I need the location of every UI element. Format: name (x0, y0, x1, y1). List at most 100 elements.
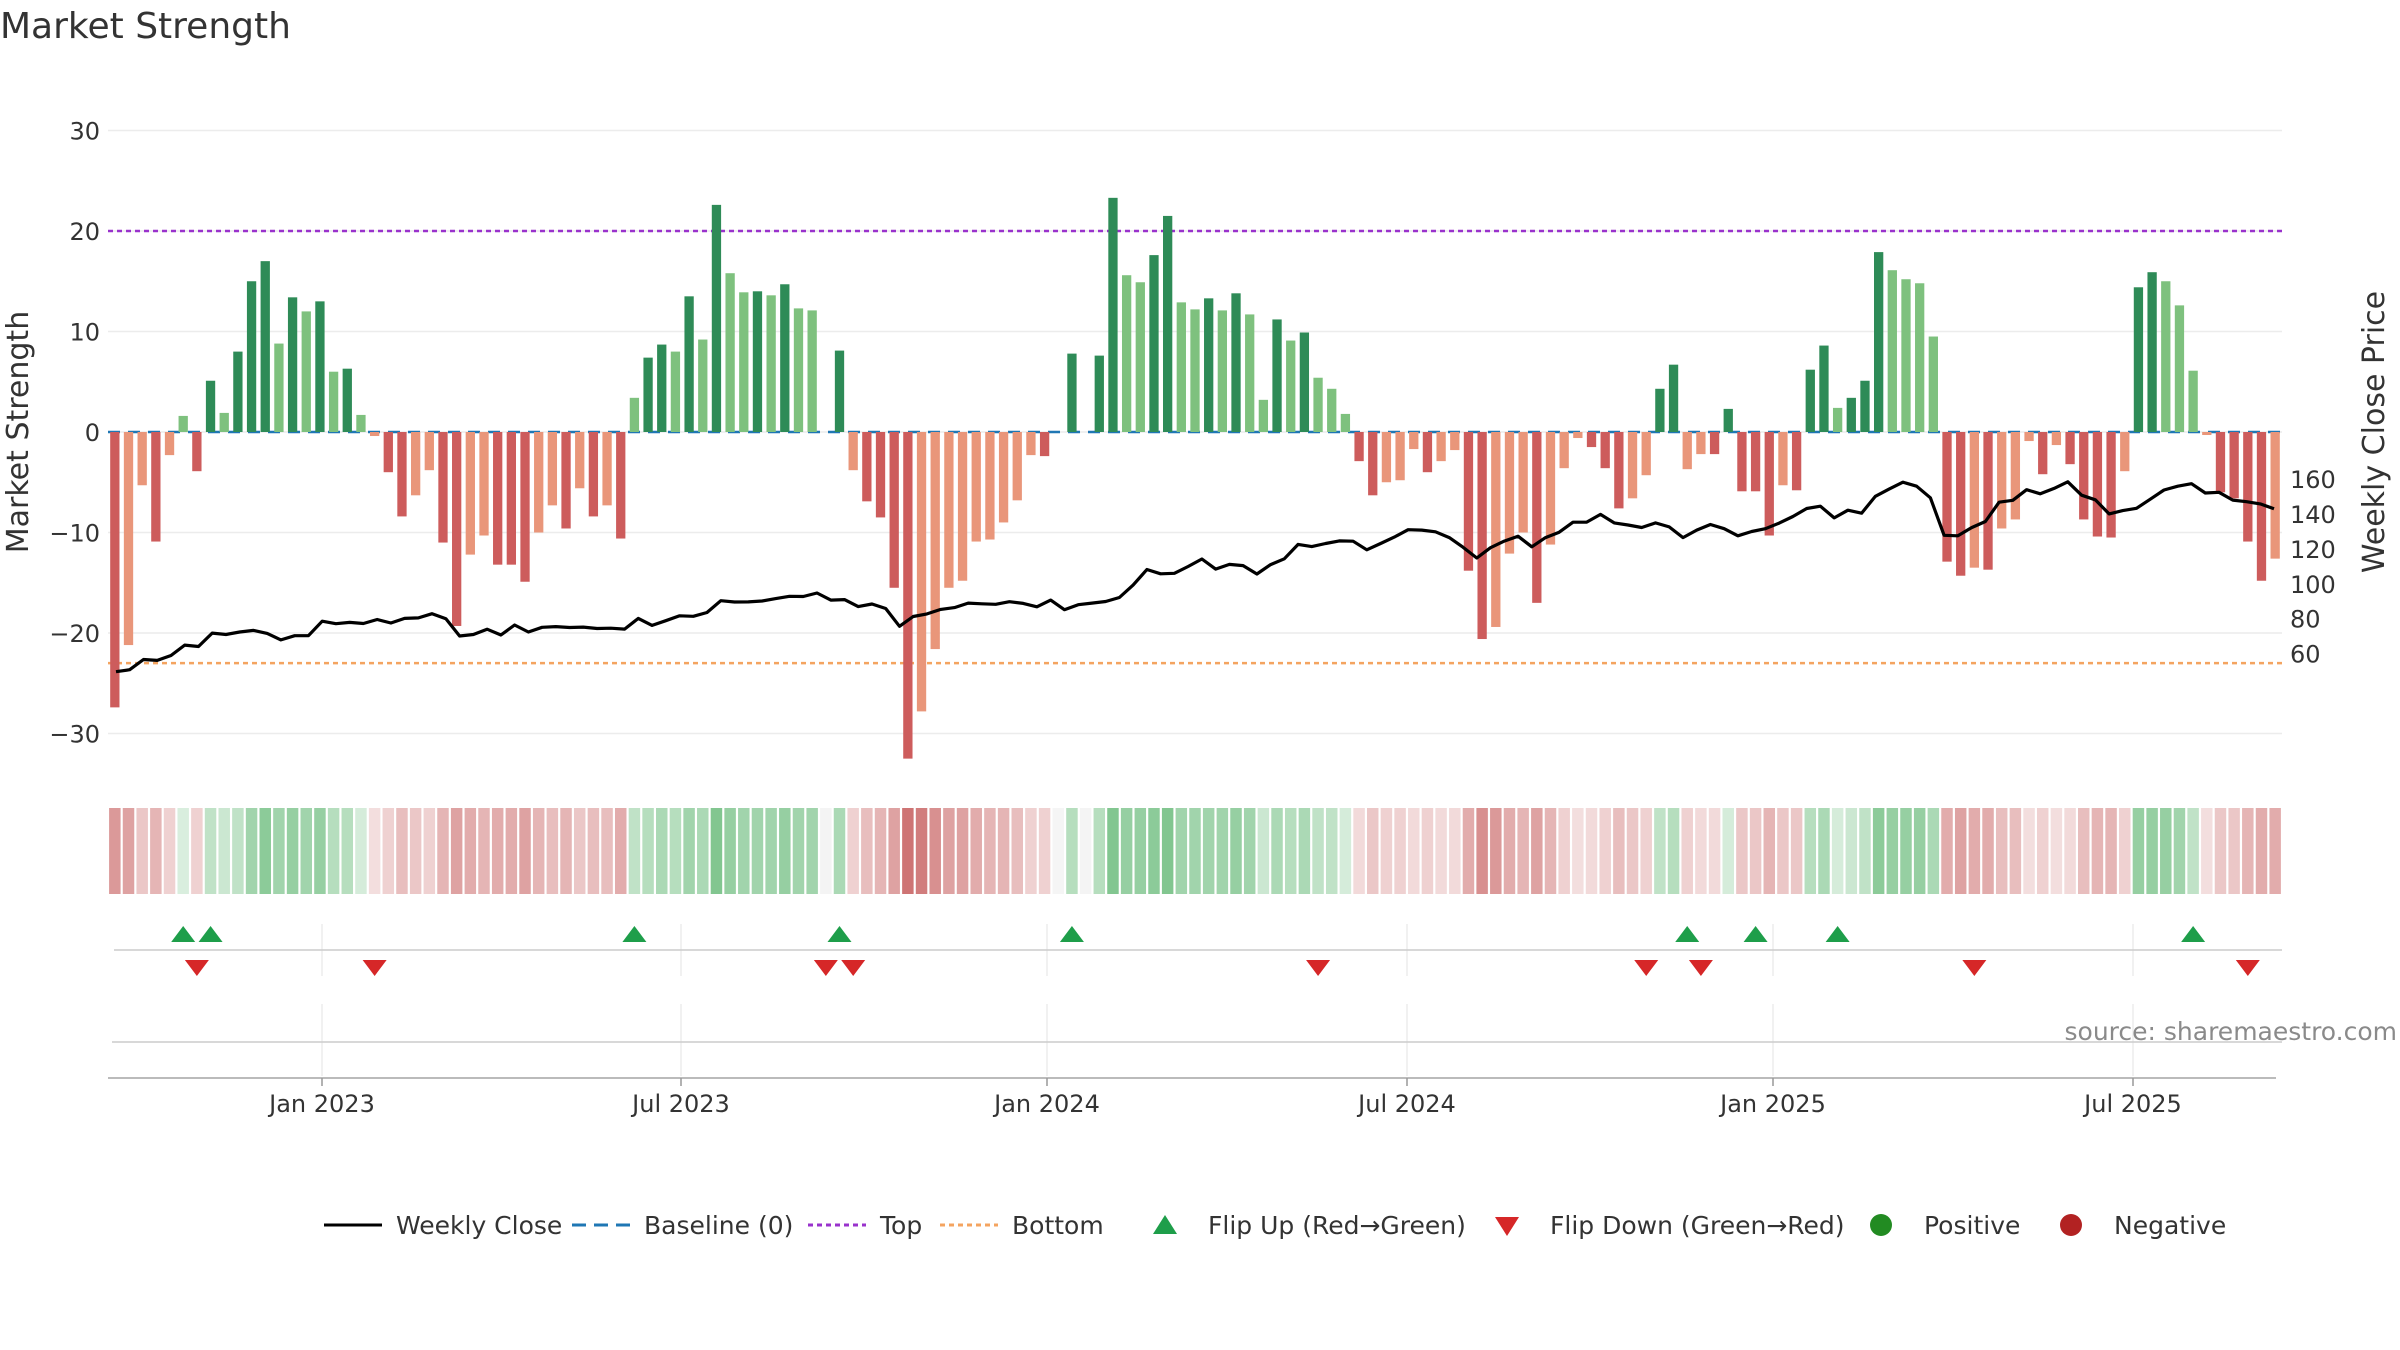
strength-bar (1518, 432, 1528, 533)
heatmap-cell (1161, 808, 1174, 894)
strength-bar (1354, 432, 1364, 462)
heatmap-cell (683, 808, 695, 894)
legend-item: Positive (1870, 1211, 2020, 1240)
strength-bar (1491, 432, 1501, 627)
strength-bar (1231, 293, 1241, 432)
heatmap-cell (902, 808, 914, 894)
strength-bar (643, 357, 653, 432)
flip-down-marker (1634, 960, 1659, 976)
heatmap-cell (1353, 808, 1365, 894)
heatmap-cell (2201, 808, 2213, 894)
flip-down-marker (362, 960, 387, 976)
heatmap-cell (1831, 808, 1844, 894)
legend-circle-green-icon (1870, 1214, 1892, 1236)
heatmap-cell (1189, 808, 1201, 894)
strength-bar (1723, 408, 1733, 432)
heatmap-cell (204, 808, 217, 894)
heatmap-cell (792, 808, 805, 894)
strength-bar (1450, 432, 1460, 451)
strength-bar (561, 432, 571, 529)
heatmap-cell (122, 808, 135, 894)
strength-bar (1532, 432, 1542, 603)
x-tick-label: Jan 2025 (1718, 1090, 1826, 1118)
heatmap-cell (1818, 808, 1830, 894)
strength-bar (1121, 275, 1132, 432)
heatmap-cell (2050, 808, 2063, 894)
left-axis-ticks: 30 20 10 0 −10 −20 −30 (49, 118, 100, 749)
strength-bar (1286, 340, 1296, 432)
strength-bar (834, 350, 845, 432)
strength-bar (602, 432, 612, 506)
strength-bar (260, 261, 270, 432)
flip-up-marker (2181, 926, 2206, 942)
heatmap-cell (478, 808, 490, 894)
heatmap-cell (327, 808, 340, 894)
heatmap-cell (1558, 808, 1570, 894)
heatmap-cell (532, 808, 545, 894)
flip-down-marker (813, 960, 838, 976)
legend-item: Bottom (940, 1211, 1104, 1240)
legend-item: Baseline (0) (572, 1211, 793, 1240)
strength-bar (1832, 407, 1843, 432)
weekly-close-line (115, 480, 2275, 674)
heatmap-cell (1025, 808, 1037, 894)
heatmap-cell (628, 808, 641, 894)
heatmap-cell (1298, 808, 1311, 894)
strength-bar (2092, 432, 2103, 537)
strength-bar (1039, 432, 1050, 457)
x-tick-label: Jan 2023 (267, 1090, 375, 1118)
strength-bar (1176, 302, 1186, 432)
strength-bar (1942, 432, 1952, 562)
right-tick-label: 120 (2290, 536, 2336, 564)
heatmap-cell (1367, 808, 1379, 894)
heatmap-cell (560, 808, 572, 894)
heatmap-cell (806, 808, 818, 894)
heatmap-cell (984, 808, 996, 894)
heatmap-cell (1845, 808, 1858, 894)
strength-bar (1463, 432, 1474, 571)
legend-label: Flip Up (Red→Green) (1208, 1211, 1466, 1240)
strength-bar (1641, 432, 1651, 476)
heatmap-cell (697, 808, 709, 894)
heatmap-cell (136, 808, 148, 894)
heatmap-cell (2173, 808, 2186, 894)
heatmap-cell (341, 808, 354, 894)
heatmap-cell (874, 808, 887, 894)
left-tick-label: 30 (69, 118, 100, 146)
heatmap-cell (1175, 808, 1188, 894)
price-line-group (115, 480, 2275, 674)
legend-item: Negative (2060, 1211, 2226, 1240)
strength-bar (875, 432, 886, 518)
strength-bar (192, 432, 202, 472)
heatmap-cell (1503, 808, 1516, 894)
strength-bar (575, 432, 585, 489)
heatmap-cell (1079, 808, 1092, 894)
heatmap-cell (1572, 808, 1584, 894)
heatmap-cell (1284, 808, 1297, 894)
heatmap-cell (1913, 808, 1926, 894)
flip-up-marker (827, 926, 852, 942)
flip-events-panel (114, 924, 2282, 976)
strength-bar (752, 291, 763, 432)
heatmap-cell (2214, 808, 2227, 894)
strength-bar (2065, 432, 2075, 465)
strength-bar (2147, 272, 2157, 432)
strength-bar (1791, 432, 1802, 491)
heatmap-cell (2187, 808, 2199, 894)
strength-bar (397, 432, 407, 517)
strength-bar (1368, 432, 1378, 496)
heatmap-cell (956, 808, 969, 894)
heatmap-cell (2036, 808, 2049, 894)
heatmap-cell (1804, 808, 1817, 894)
x-axis-ticks: Jan 2023 Jul 2023 Jan 2024 Jul 2024 Jan 2025… (267, 1078, 2182, 1118)
strength-bar (1422, 432, 1433, 473)
strength-bar (684, 296, 694, 432)
left-tick-label: 10 (69, 319, 100, 347)
legend-item: Top (808, 1211, 922, 1240)
right-axis-label: Weekly Close Price (2357, 291, 2392, 573)
strength-bar (2256, 432, 2267, 581)
heatmap-cell (1585, 808, 1598, 894)
strength-bar (1395, 432, 1405, 481)
heatmap-cell (1968, 808, 1981, 894)
heatmap-cell (1667, 808, 1680, 894)
